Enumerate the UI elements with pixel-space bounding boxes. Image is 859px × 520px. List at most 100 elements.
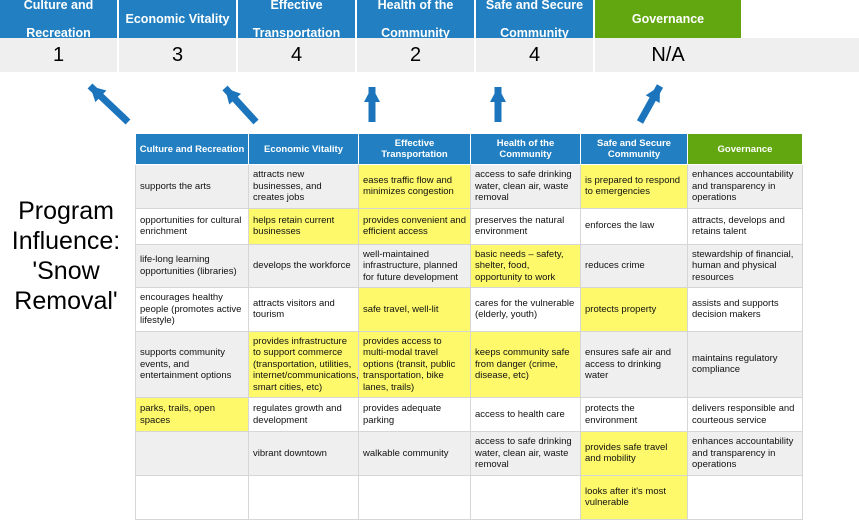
- matrix-cell-empty[interactable]: [135, 431, 249, 476]
- matrix-cell[interactable]: cares for the vulnerable (elderly, youth…: [470, 287, 581, 332]
- matrix-cell[interactable]: eases traffic flow and minimizes congest…: [358, 164, 471, 209]
- influence-arrow-head-3: [364, 87, 380, 102]
- influence-arrow-head-1: [90, 86, 107, 103]
- matrix-cell[interactable]: delivers responsible and courteous servi…: [687, 397, 803, 432]
- matrix-cell[interactable]: encourages healthy people (promotes acti…: [135, 287, 249, 332]
- influence-arrows-group: [0, 74, 859, 136]
- scorecard-header-health-of-the-community[interactable]: Health of the Community: [357, 0, 476, 40]
- matrix-row: opportunities for cultural enrichment hel…: [135, 207, 803, 245]
- matrix-cell[interactable]: is prepared to respond to emergencies: [580, 164, 688, 209]
- matrix-cell[interactable]: life-long learning opportunities (librar…: [135, 243, 249, 288]
- influence-arrow-head-2: [225, 88, 242, 105]
- matrix-cell[interactable]: regulates growth and development: [248, 397, 359, 432]
- matrix-cell[interactable]: parks, trails, open spaces: [135, 397, 249, 432]
- matrix-row: vibrant downtown walkable community access…: [135, 431, 803, 476]
- matrix-body: supports the arts attracts new businesses…: [135, 164, 803, 520]
- matrix-cell[interactable]: enforces the law: [580, 207, 688, 245]
- matrix-cell[interactable]: protects property: [580, 287, 688, 332]
- matrix-cell-empty[interactable]: [470, 474, 581, 520]
- matrix-cell[interactable]: reduces crime: [580, 243, 688, 288]
- scorecard-value-culture-and-recreation: 1: [0, 38, 119, 72]
- scorecard-header-safe-and-secure-community[interactable]: Safe and Secure Community: [476, 0, 595, 40]
- matrix-cell[interactable]: provides infrastructure to support comme…: [248, 330, 359, 398]
- matrix-cell[interactable]: attracts, develops and retains talent: [687, 207, 803, 245]
- scorecard-header-row: Culture and Recreation Economic Vitality …: [0, 0, 859, 40]
- matrix-cell[interactable]: vibrant downtown: [248, 431, 359, 476]
- scorecard-header-line: Transportation: [252, 26, 341, 40]
- program-influence-label: Program Influence: 'Snow Removal': [0, 196, 132, 316]
- program-influence-label-line: Removal': [14, 287, 118, 315]
- matrix-row: life-long learning opportunities (librar…: [135, 243, 803, 288]
- program-influence-label-line: Program: [18, 197, 114, 225]
- matrix-cell[interactable]: helps retain current businesses: [248, 207, 359, 245]
- matrix-cell[interactable]: attracts visitors and tourism: [248, 287, 359, 332]
- matrix-cell[interactable]: basic needs – safety, shelter, food, opp…: [470, 243, 581, 288]
- matrix-cell[interactable]: walkable community: [358, 431, 471, 476]
- scorecard-header-culture-and-recreation[interactable]: Culture and Recreation: [0, 0, 119, 40]
- matrix-cell[interactable]: enhances accountability and transparency…: [687, 431, 803, 476]
- scorecard-header-line: Recreation: [26, 26, 91, 40]
- scorecard-header-economic-vitality[interactable]: Economic Vitality: [119, 0, 238, 38]
- matrix-header-economic-vitality[interactable]: Economic Vitality: [248, 133, 359, 165]
- matrix-cell[interactable]: access to safe drinking water, clean air…: [470, 431, 581, 476]
- matrix-cell[interactable]: opportunities for cultural enrichment: [135, 207, 249, 245]
- matrix-cell[interactable]: provides convenient and efficient access: [358, 207, 471, 245]
- matrix-header-row: Culture and Recreation Economic Vitality…: [135, 133, 803, 165]
- matrix-cell[interactable]: ensures safe air and access to drinking …: [580, 330, 688, 398]
- strategic-outcomes-matrix: Culture and Recreation Economic Vitality…: [135, 133, 803, 520]
- matrix-header-safe-and-secure-community[interactable]: Safe and Secure Community: [580, 133, 688, 165]
- matrix-cell[interactable]: supports community events, and entertain…: [135, 330, 249, 398]
- scorecard-header-line: Safe and Secure: [485, 0, 584, 12]
- program-influence-label-line: Influence:: [11, 227, 121, 255]
- scorecard-value-effective-transportation: 4: [238, 38, 357, 72]
- matrix-cell[interactable]: protects the environment: [580, 397, 688, 432]
- scorecard-value-economic-vitality: 3: [119, 38, 238, 72]
- scorecard-header-line: Health of the: [377, 0, 454, 12]
- matrix-cell-empty[interactable]: [248, 474, 359, 520]
- matrix-cell[interactable]: maintains regulatory compliance: [687, 330, 803, 398]
- influence-arrow-head-4: [490, 87, 506, 102]
- matrix-row: supports community events, and entertain…: [135, 330, 803, 398]
- influence-arrow-head-5: [645, 86, 660, 103]
- matrix-cell[interactable]: enhances accountability and transparency…: [687, 164, 803, 209]
- matrix-cell[interactable]: provides adequate parking: [358, 397, 471, 432]
- scorecard-value-row: 1 3 4 2 4 N/A: [0, 38, 859, 72]
- scorecard-header-effective-transportation[interactable]: Effective Transportation: [238, 0, 357, 40]
- matrix-cell-empty[interactable]: [358, 474, 471, 520]
- scorecard-header-line: Community: [381, 26, 450, 40]
- matrix-header-culture-and-recreation[interactable]: Culture and Recreation: [135, 133, 249, 165]
- matrix-cell[interactable]: assists and supports decision makers: [687, 287, 803, 332]
- matrix-cell[interactable]: attracts new businesses, and creates job…: [248, 164, 359, 209]
- matrix-header-effective-transportation[interactable]: Effective Transportation: [358, 133, 471, 165]
- matrix-header-governance[interactable]: Governance: [687, 133, 803, 165]
- scorecard-value-health-of-the-community: 2: [357, 38, 476, 72]
- scorecard-summary: Culture and Recreation Economic Vitality …: [0, 0, 859, 72]
- matrix-cell[interactable]: preserves the natural environment: [470, 207, 581, 245]
- scorecard-header-governance[interactable]: Governance: [595, 0, 741, 38]
- matrix-cell[interactable]: provides access to multi-modal travel op…: [358, 330, 471, 398]
- matrix-cell[interactable]: supports the arts: [135, 164, 249, 209]
- matrix-cell[interactable]: provides safe travel and mobility: [580, 431, 688, 476]
- matrix-cell[interactable]: develops the workforce: [248, 243, 359, 288]
- scorecard-value-safe-and-secure-community: 4: [476, 38, 595, 72]
- scorecard-value-governance: N/A: [595, 38, 741, 72]
- scorecard-header-line: Economic Vitality: [125, 12, 230, 26]
- matrix-cell[interactable]: stewardship of financial, human and phys…: [687, 243, 803, 288]
- matrix-cell[interactable]: looks after it's most vulnerable: [580, 474, 688, 520]
- matrix-cell[interactable]: well-maintained infrastructure, planned …: [358, 243, 471, 288]
- scorecard-header-line: Community: [500, 26, 569, 40]
- scorecard-header-line: Culture and: [23, 0, 94, 12]
- scorecard-header-line: Effective: [270, 0, 323, 12]
- matrix-cell[interactable]: access to safe drinking water, clean air…: [470, 164, 581, 209]
- matrix-row: parks, trails, open spaces regulates grow…: [135, 397, 803, 432]
- matrix-row: encourages healthy people (promotes acti…: [135, 287, 803, 332]
- matrix-row: supports the arts attracts new businesses…: [135, 164, 803, 209]
- matrix-header-health-of-the-community[interactable]: Health of the Community: [470, 133, 581, 165]
- matrix-cell[interactable]: keeps community safe from danger (crime,…: [470, 330, 581, 398]
- program-influence-label-line: 'Snow: [32, 257, 100, 285]
- matrix-cell[interactable]: safe travel, well-lit: [358, 287, 471, 332]
- matrix-cell-empty[interactable]: [135, 474, 249, 520]
- scorecard-header-line: Governance: [631, 12, 705, 26]
- matrix-cell[interactable]: access to health care: [470, 397, 581, 432]
- matrix-cell-empty[interactable]: [687, 474, 803, 520]
